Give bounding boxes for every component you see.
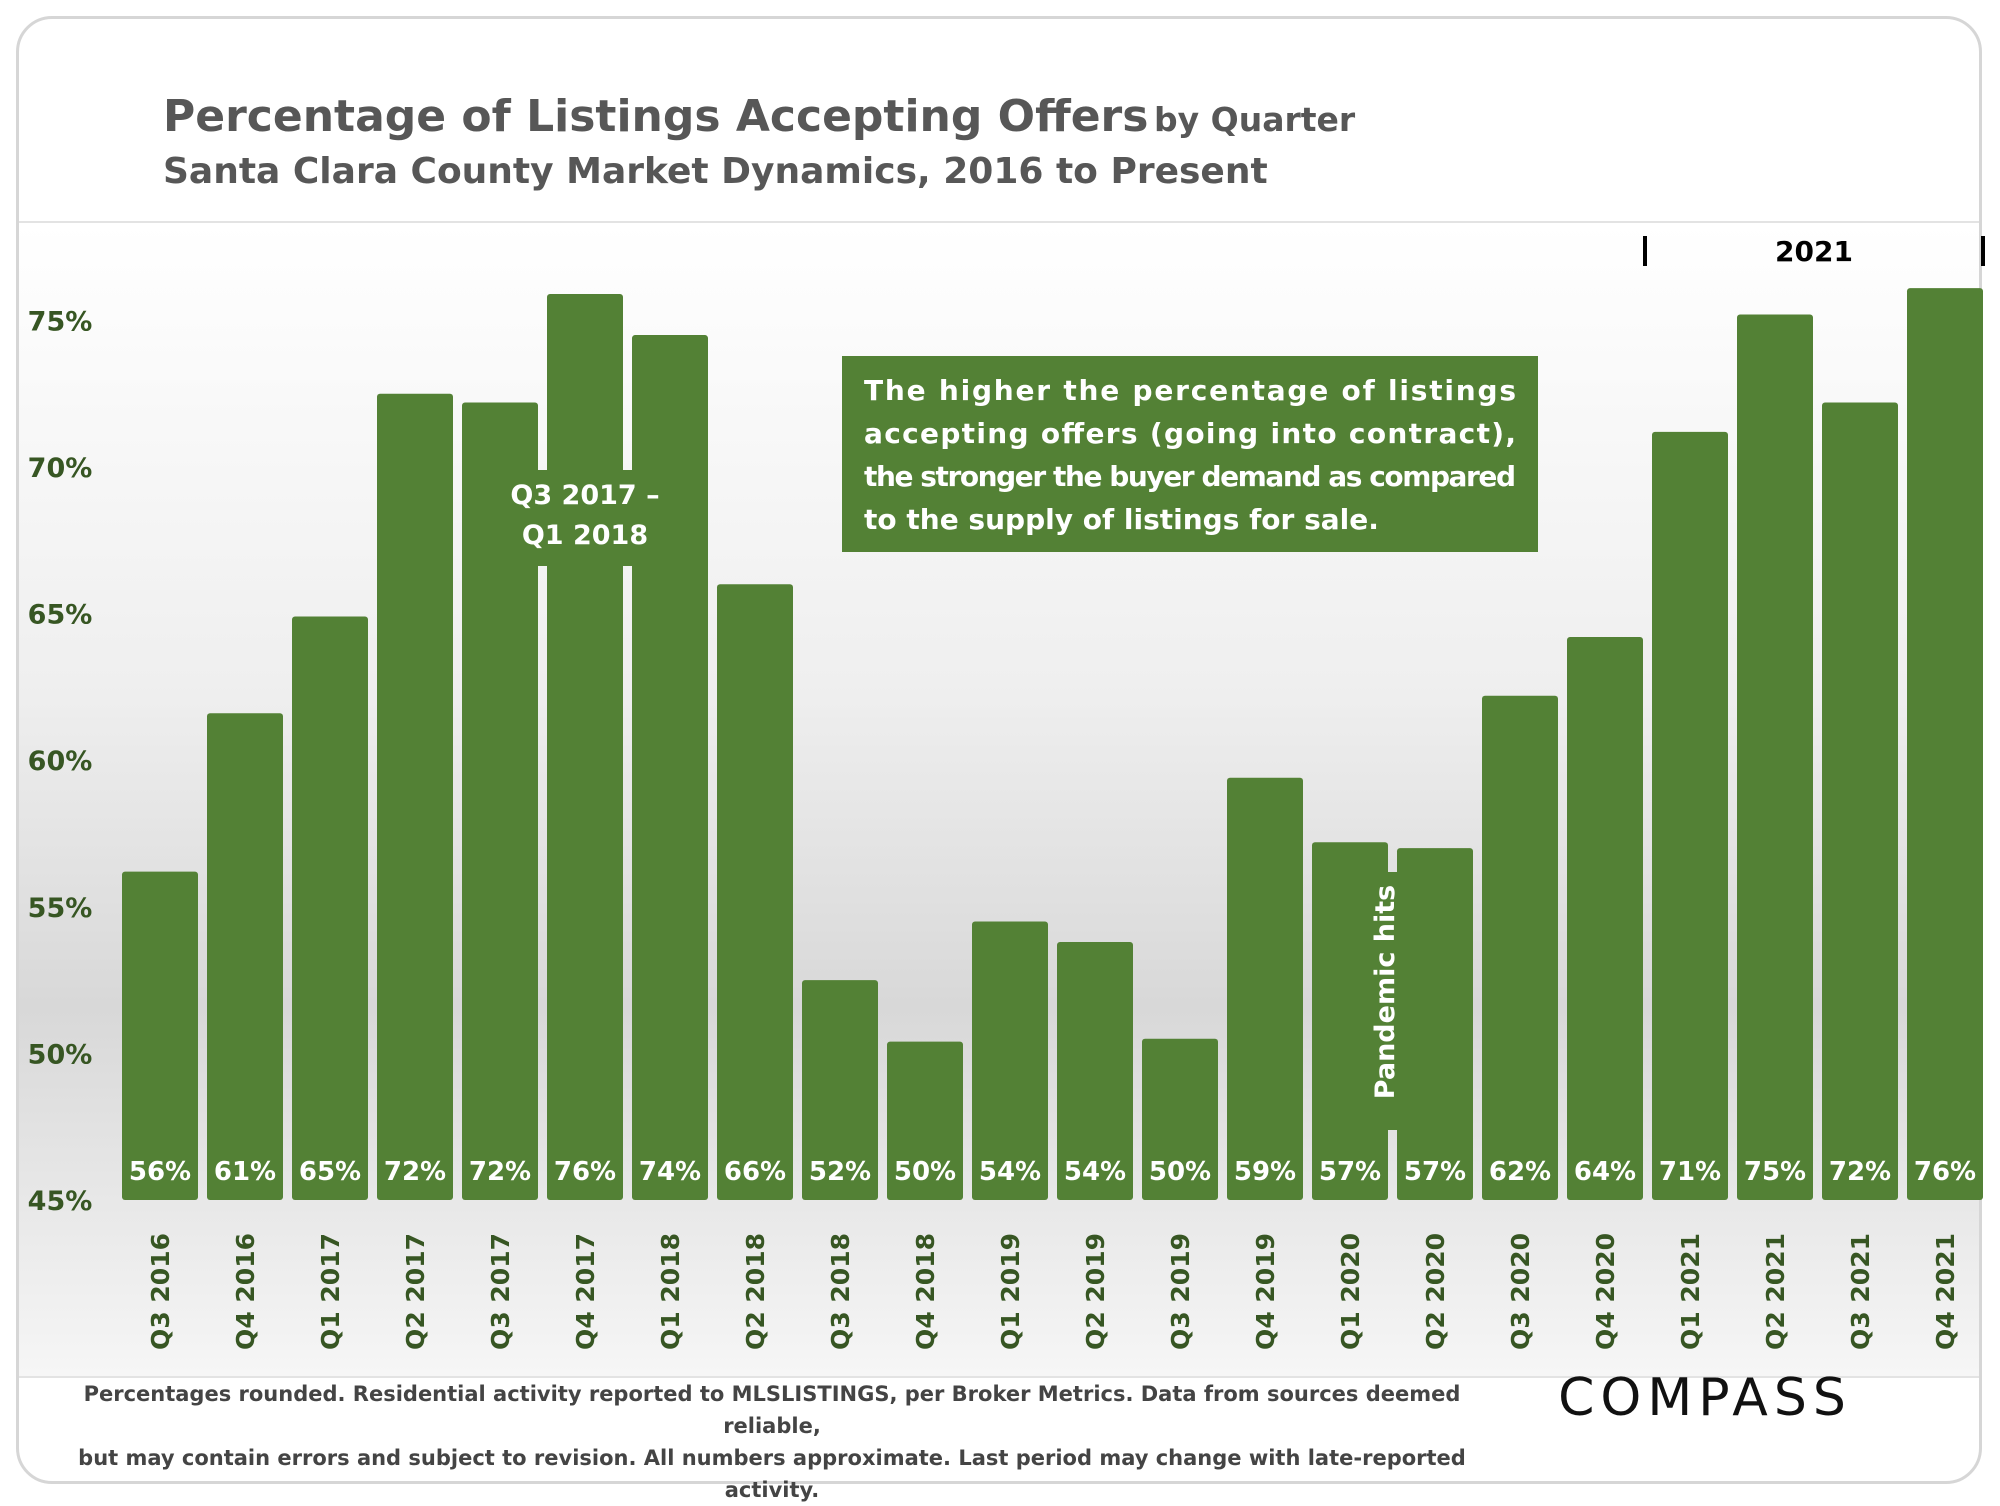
annotation-line-2: Q1 2018: [522, 520, 648, 551]
chart-header: Percentage of Listings Accepting Offers …: [19, 19, 1979, 221]
bar-value-label: 72%: [1829, 1157, 1891, 1187]
x-tick-label: Q1 2021: [1676, 1233, 1705, 1350]
compass-logo: COMPASS: [1558, 1368, 1852, 1428]
y-tick-label: 60%: [28, 746, 93, 777]
callout-text-line: accepting offers (going into contract),: [864, 417, 1516, 450]
x-tick-label: Q3 2016: [146, 1233, 175, 1350]
bar-value-label: 65%: [299, 1157, 361, 1187]
callout-text-line: to the supply of listings for sale.: [864, 503, 1379, 536]
x-tick-label: Q4 2017: [571, 1233, 600, 1350]
chart-title-suffix: by Quarter: [1154, 100, 1356, 139]
footer-note: Percentages rounded. Residential activit…: [42, 1378, 1502, 1506]
x-tick-label: Q3 2021: [1846, 1233, 1875, 1350]
bar-value-label: 75%: [1744, 1157, 1806, 1187]
bar: [972, 921, 1048, 1200]
bar: [1822, 402, 1898, 1201]
bar-value-label: 50%: [894, 1157, 956, 1187]
y-tick-label: 55%: [28, 893, 93, 924]
annotation-background: [508, 470, 648, 566]
x-tick-label: Q4 2020: [1591, 1233, 1620, 1350]
bar: [1482, 695, 1558, 1200]
bar-value-label: 50%: [1149, 1157, 1211, 1187]
x-tick-label: Q1 2017: [316, 1233, 345, 1350]
x-tick-label: Q4 2019: [1251, 1233, 1280, 1350]
chart-title-main: Percentage of Listings Accepting Offers: [163, 91, 1149, 142]
bar: [547, 294, 623, 1201]
x-tick-label: Q3 2017: [486, 1233, 515, 1350]
callout-text-line: the stronger the buyer demand as compare…: [864, 460, 1516, 493]
x-tick-label: Q4 2018: [911, 1233, 940, 1350]
bar: [462, 402, 538, 1201]
callout-text-line: The higher the percentage of listings: [864, 374, 1516, 407]
bar-value-label: 71%: [1659, 1157, 1721, 1187]
x-tick-label: Q2 2018: [741, 1233, 770, 1350]
bar-value-label: 76%: [554, 1157, 616, 1187]
bar-value-label: 72%: [384, 1157, 446, 1187]
bar: [1907, 288, 1983, 1200]
bar-value-label: 54%: [1064, 1157, 1126, 1187]
x-tick-label: Q4 2021: [1931, 1233, 1960, 1350]
y-tick-label: 65%: [28, 600, 93, 631]
bar: [802, 980, 878, 1200]
bar: [122, 871, 198, 1200]
x-tick-label: Q2 2020: [1421, 1233, 1450, 1350]
y-tick-label: 75%: [28, 306, 93, 337]
bar-value-label: 57%: [1404, 1157, 1466, 1187]
footer-note-line-2: but may contain errors and subject to re…: [78, 1446, 1466, 1502]
x-tick-label: Q4 2016: [231, 1233, 260, 1350]
year-bracket-label: 2021: [1775, 235, 1853, 268]
bar: [1652, 431, 1728, 1200]
bar-value-label: 72%: [469, 1157, 531, 1187]
bar: [1567, 637, 1643, 1200]
x-tick-label: Q3 2020: [1506, 1233, 1535, 1350]
y-tick-label: 50%: [28, 1039, 93, 1070]
callout-box: [842, 356, 1538, 552]
x-tick-label: Q1 2018: [656, 1233, 685, 1350]
bar-value-label: 61%: [214, 1157, 276, 1187]
x-tick-label: Q1 2020: [1336, 1233, 1365, 1350]
x-tick-label: Q2 2019: [1081, 1233, 1110, 1350]
bar: [632, 335, 708, 1200]
bar-value-label: 62%: [1489, 1157, 1551, 1187]
bar: [887, 1041, 963, 1200]
bar: [717, 584, 793, 1200]
y-tick-label: 70%: [28, 453, 93, 484]
footer-note-line-1: Percentages rounded. Residential activit…: [83, 1382, 1461, 1438]
pandemic-hits-label: Pandemic hits: [1370, 885, 1401, 1099]
bar-value-label: 54%: [979, 1157, 1041, 1187]
bar: [207, 713, 283, 1200]
bar: [377, 393, 453, 1200]
pandemic-label-background: [1372, 872, 1416, 1130]
annotation-line-1: Q3 2017 –: [510, 480, 659, 511]
x-tick-label: Q3 2018: [826, 1233, 855, 1350]
x-tick-label: Q2 2017: [401, 1233, 430, 1350]
bar-value-label: 66%: [724, 1157, 786, 1187]
bar-value-label: 59%: [1234, 1157, 1296, 1187]
bar-value-label: 74%: [639, 1157, 701, 1187]
bar: [292, 616, 368, 1200]
bar: [1312, 842, 1388, 1200]
chart-subtitle: Santa Clara County Market Dynamics, 2016…: [163, 151, 1268, 192]
bar: [1737, 314, 1813, 1200]
bar: [1142, 1038, 1218, 1200]
x-tick-label: Q3 2019: [1166, 1233, 1195, 1350]
x-tick-label: Q2 2021: [1761, 1233, 1790, 1350]
bar-value-label: 57%: [1319, 1157, 1381, 1187]
bar-value-label: 52%: [809, 1157, 871, 1187]
bar-value-label: 64%: [1574, 1157, 1636, 1187]
y-tick-label: 45%: [28, 1186, 93, 1217]
bar-value-label: 76%: [1914, 1157, 1976, 1187]
bar: [1057, 941, 1133, 1200]
bar-value-label: 56%: [129, 1157, 191, 1187]
chart-title: Percentage of Listings Accepting Offers …: [163, 91, 1355, 142]
bar: [1227, 777, 1303, 1200]
x-tick-label: Q1 2019: [996, 1233, 1025, 1350]
